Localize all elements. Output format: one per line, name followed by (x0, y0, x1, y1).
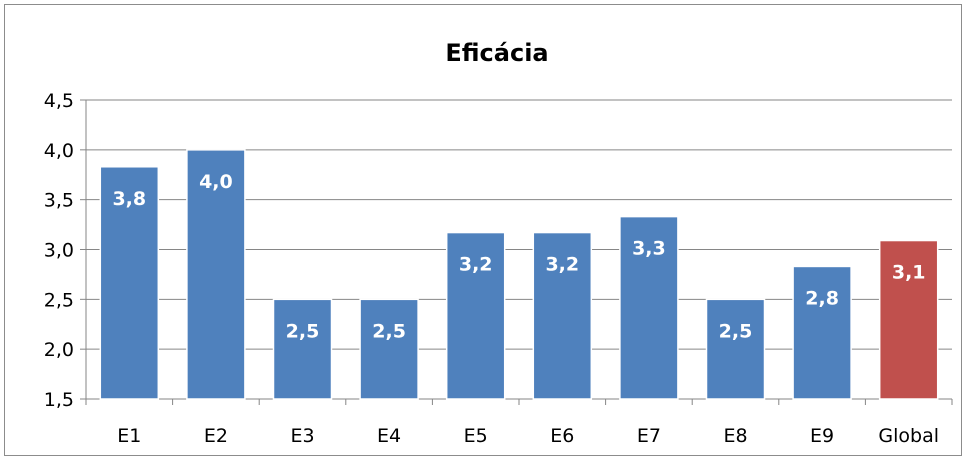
bar-e6 (532, 231, 593, 400)
data-label: 2,8 (805, 287, 839, 309)
data-label: 3,2 (459, 254, 493, 276)
x-tick-label: E9 (810, 425, 834, 447)
data-label: 3,3 (632, 238, 666, 260)
bar-global (878, 239, 939, 400)
data-label: 3,1 (892, 262, 926, 284)
bar-e1 (99, 166, 160, 400)
data-label: 2,5 (286, 320, 320, 342)
x-tick-label: E8 (723, 425, 747, 447)
bar-e2 (186, 149, 246, 400)
y-tick-label: 3,5 (44, 190, 74, 212)
data-label: 3,8 (112, 188, 146, 210)
x-tick-label: E2 (204, 425, 228, 447)
y-tick-label: 3,0 (44, 240, 74, 262)
x-tick-label: E1 (117, 425, 141, 447)
y-tick-label: 2,0 (44, 339, 74, 361)
x-tick-label: E5 (464, 425, 488, 447)
y-tick-label: 2,5 (44, 289, 74, 311)
bar-e3 (272, 298, 333, 400)
y-tick-label: 1,5 (44, 389, 74, 411)
data-label: 2,5 (719, 320, 753, 342)
x-tick-label: E3 (290, 425, 314, 447)
data-label: 4,0 (199, 171, 233, 193)
x-tick-label: E4 (377, 425, 401, 447)
x-tick-label: E7 (637, 425, 661, 447)
bar-e4 (359, 298, 419, 400)
bar-e8 (705, 298, 766, 400)
bar-e7 (619, 215, 679, 400)
x-tick-label: E6 (550, 425, 574, 447)
y-tick-label: 4,0 (44, 140, 74, 162)
bar-e5 (445, 231, 506, 400)
data-label: 3,2 (545, 254, 579, 276)
data-label: 2,5 (372, 320, 406, 342)
bar-e9 (792, 265, 852, 400)
y-tick-label: 4,5 (44, 90, 74, 112)
x-tick-label: Global (878, 425, 939, 447)
chart-title: Eficácia (445, 39, 548, 67)
